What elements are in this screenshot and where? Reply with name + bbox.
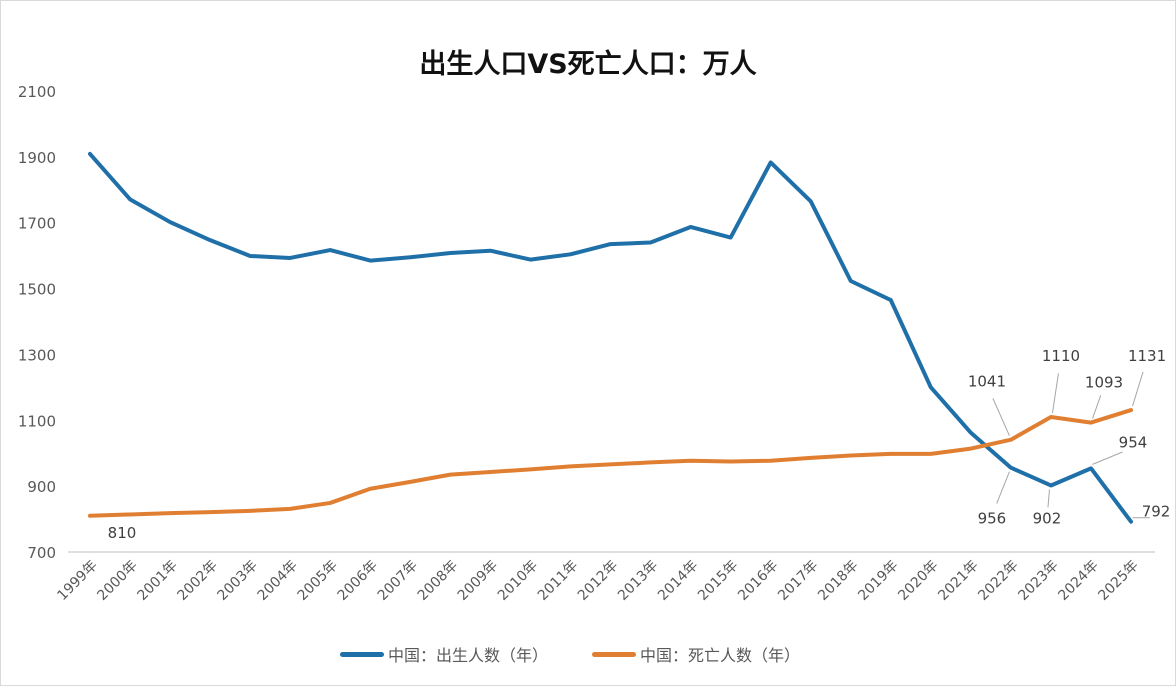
- births-series-line: [88, 151, 1134, 524]
- data-label-leader: [1132, 371, 1144, 407]
- x-tick-label: 2009年: [455, 558, 501, 604]
- x-tick-label: 2001年: [134, 558, 180, 604]
- x-tick-label: 2019年: [855, 558, 901, 604]
- x-tick-label: 2012年: [575, 558, 621, 604]
- x-tick-label: 2015年: [695, 558, 741, 604]
- legend-swatch-deaths: [592, 651, 637, 657]
- legend-item-births: 中国：出生人数（年）: [340, 642, 548, 666]
- x-tick-label: 2003年: [215, 558, 261, 604]
- x-tick-label: 2014年: [655, 558, 701, 604]
- y-tick-label: 1100: [18, 412, 56, 430]
- data-label-leader: [1051, 373, 1059, 414]
- y-tick-label: 1500: [18, 281, 56, 299]
- x-tick-label: 2007年: [375, 558, 421, 604]
- data-label: 792: [1142, 503, 1171, 521]
- x-tick-label: 2013年: [615, 558, 661, 604]
- data-label-leader: [1092, 451, 1123, 465]
- data-label: 956: [978, 510, 1007, 528]
- x-tick-label: 2017年: [775, 558, 821, 604]
- legend-swatch-births: [340, 651, 384, 657]
- chart-title: 出生人口VS死亡人口：万人: [419, 49, 757, 80]
- x-tick-label: 2023年: [1015, 558, 1061, 604]
- x-tick-label: 2025年: [1095, 558, 1141, 604]
- y-tick-label: 1700: [18, 215, 56, 233]
- x-tick-label: 2011年: [535, 558, 581, 604]
- x-tick-label: 2010年: [495, 558, 541, 604]
- y-tick-label: 1300: [18, 346, 56, 364]
- data-label-leader: [992, 398, 1010, 436]
- x-tick-label: 1999年: [54, 558, 100, 604]
- data-label-leader: [1047, 489, 1050, 508]
- y-tick-label: 1900: [18, 149, 56, 167]
- x-tick-label: 2021年: [935, 558, 981, 604]
- data-label-leader: [996, 471, 1010, 504]
- data-label: 954: [1119, 433, 1148, 451]
- x-tick-label: 2020年: [895, 558, 941, 604]
- x-tick-label: 2024年: [1055, 558, 1101, 604]
- legend-label-births: 中国：出生人数（年）: [388, 646, 549, 665]
- data-label: 902: [1033, 509, 1062, 527]
- x-tick-label: 2002年: [175, 558, 221, 604]
- data-label: 1110: [1042, 347, 1080, 365]
- legend-item-deaths: 中国：死亡人数（年）: [592, 642, 800, 666]
- y-tick-label: 700: [27, 544, 56, 562]
- x-tick-label: 2016年: [735, 558, 781, 604]
- x-tick-label: 2006年: [335, 558, 381, 604]
- y-tick-label: 2100: [18, 83, 56, 101]
- x-tick-label: 2004年: [255, 558, 301, 604]
- data-label: 1041: [968, 373, 1006, 391]
- x-tick-label: 2022年: [975, 558, 1021, 604]
- data-label-leader: [1092, 395, 1102, 419]
- data-label: 1131: [1128, 347, 1166, 365]
- data-label: 810: [108, 524, 137, 542]
- deaths-series-line: [88, 408, 1134, 518]
- x-tick-label: 2018年: [815, 558, 861, 604]
- legend: 中国：出生人数（年） 中国：死亡人数（年）: [340, 642, 800, 666]
- y-tick-label: 900: [27, 478, 56, 496]
- data-label: 1093: [1085, 374, 1123, 392]
- legend-label-deaths: 中国：死亡人数（年）: [640, 646, 801, 665]
- x-tick-label: 2008年: [415, 558, 461, 604]
- x-tick-label: 2005年: [295, 558, 341, 604]
- x-tick-label: 2000年: [94, 558, 140, 604]
